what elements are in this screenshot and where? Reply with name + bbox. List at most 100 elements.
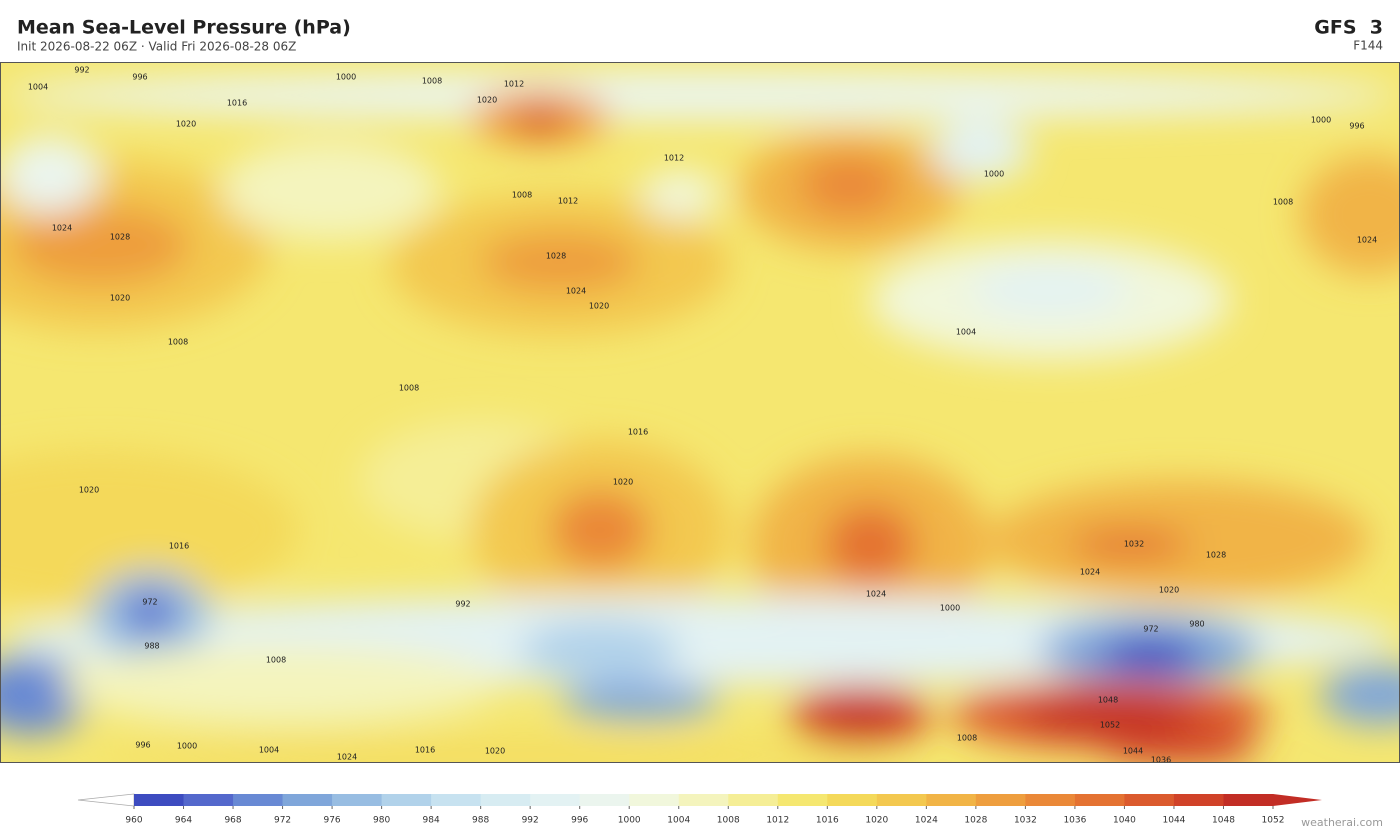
map: 992 996 1000 1008 1012 1004 1016 1020 1020 1012 10… [0, 62, 1400, 765]
colorbar-tick-label: 964 [175, 816, 192, 826]
colorbar-segment [381, 794, 432, 806]
contour-label: 1004 [259, 746, 279, 755]
colorbar-segment [134, 794, 185, 806]
colorbar-tick-label: 1036 [1063, 816, 1086, 826]
pressure-area [0, 450, 300, 610]
contour-label: 1016 [169, 542, 189, 551]
pressure-area [0, 70, 1400, 120]
contour-label: 1000 [177, 742, 197, 751]
colorbar-segment [332, 794, 383, 806]
pressure-area [0, 135, 100, 215]
contour-label: 1008 [266, 656, 286, 665]
colorbar-segment [1074, 794, 1125, 806]
colorbar-segment [629, 794, 680, 806]
contour-label: 1024 [1357, 236, 1377, 245]
colorbar-tick-label: 1044 [1163, 816, 1186, 826]
pressure-area [60, 645, 500, 725]
colorbar-tick-label: 1028 [964, 816, 987, 826]
colorbar-segment [431, 794, 482, 806]
pressure-area [830, 700, 890, 730]
pressure-area [1300, 155, 1400, 275]
colorbar-tick-label: 1032 [1014, 816, 1037, 826]
colorbar-tick-label: 1048 [1212, 816, 1235, 826]
colorbar-segment [579, 794, 630, 806]
colorbar-tick-label: 1016 [816, 816, 839, 826]
colorbar: 960 964 968 972 976 980 984 988 992 996 1000 1004 10… [77, 793, 1322, 826]
pressure-area [10, 205, 190, 285]
pressure-area [1100, 637, 1200, 673]
colorbar-segment [777, 794, 828, 806]
pressure-area [1070, 530, 1190, 560]
contour-label: 972 [1143, 625, 1158, 634]
contour-label: 996 [135, 741, 150, 750]
colorbar-tick-label: 968 [224, 816, 241, 826]
pressure-area [800, 155, 900, 215]
colorbar-segment [530, 794, 581, 806]
colorbar-tick-label: 1020 [865, 816, 888, 826]
colorbar-tick-label: 1000 [618, 816, 641, 826]
contour-label: 1012 [558, 197, 578, 206]
colorbar-segment [876, 794, 927, 806]
contour-label: 1008 [1273, 198, 1293, 207]
contour-label: 1036 [1151, 756, 1171, 765]
contour-label: 1012 [504, 80, 524, 89]
pressure-area [125, 592, 175, 632]
contour-label: 1024 [566, 287, 586, 296]
contour-label: 1004 [28, 83, 48, 92]
credit: weatherai.com [1301, 816, 1383, 829]
colorbar-tick-label: 972 [274, 816, 291, 826]
colorbar-tick-label: 988 [472, 816, 489, 826]
colorbar-segment [1223, 794, 1274, 806]
contour-label: 1028 [1206, 551, 1226, 560]
colorbar-tick-label: 1004 [667, 816, 690, 826]
pressure-area [1020, 695, 1200, 735]
pressure-field [0, 70, 1400, 762]
colorbar-segment [233, 794, 284, 806]
pressure-area [100, 743, 900, 762]
contour-label: 1028 [546, 252, 566, 261]
contour-label: 1020 [79, 486, 99, 495]
model: GFS 3 [1314, 17, 1383, 39]
contour-label: 1028 [110, 233, 130, 242]
pressure-area [825, 505, 915, 585]
pressure-area [550, 490, 650, 570]
contour-label: 1000 [336, 73, 356, 82]
contour-label: 1020 [1159, 586, 1179, 595]
pressure-area [640, 170, 720, 220]
contour-label: 988 [144, 642, 159, 651]
contour-label: 1000 [940, 604, 960, 613]
contour-label: 996 [1349, 122, 1364, 131]
colorbar-tick-label: 1040 [1113, 816, 1136, 826]
colorbar-tick-label: 1024 [915, 816, 938, 826]
contour-label: 1012 [664, 154, 684, 163]
contour-label: 1016 [227, 99, 247, 108]
pressure-area [480, 232, 640, 292]
pressure-area [520, 620, 680, 680]
colorbar-segment [282, 794, 333, 806]
contour-label: 1008 [422, 77, 442, 86]
contour-label: 1016 [628, 428, 648, 437]
colorbar-segment [678, 794, 729, 806]
colorbar-segment [480, 794, 531, 806]
contour-label: 1024 [52, 224, 72, 233]
contour-label: 1016 [415, 746, 435, 755]
contour-label: 1044 [1123, 747, 1143, 756]
colorbar-segment [1173, 794, 1224, 806]
pressure-area [515, 108, 565, 132]
title: Mean Sea-Level Pressure (hPa) [17, 17, 351, 39]
contour-label: 1008 [512, 191, 532, 200]
contour-label: 992 [455, 600, 470, 609]
contour-label: 1004 [956, 328, 976, 337]
contour-label: 1020 [613, 478, 633, 487]
forecast-hour: F144 [1353, 39, 1383, 53]
contour-label: 1052 [1100, 721, 1120, 730]
pressure-area [930, 120, 1030, 180]
colorbar-tick-label: 984 [423, 816, 440, 826]
contour-label: 1020 [485, 747, 505, 756]
colorbar-tick-label: 976 [323, 816, 340, 826]
pressure-area [220, 140, 440, 240]
colorbar-segment [183, 794, 234, 806]
contour-label: 996 [132, 73, 147, 82]
contour-label: 1020 [176, 120, 196, 129]
